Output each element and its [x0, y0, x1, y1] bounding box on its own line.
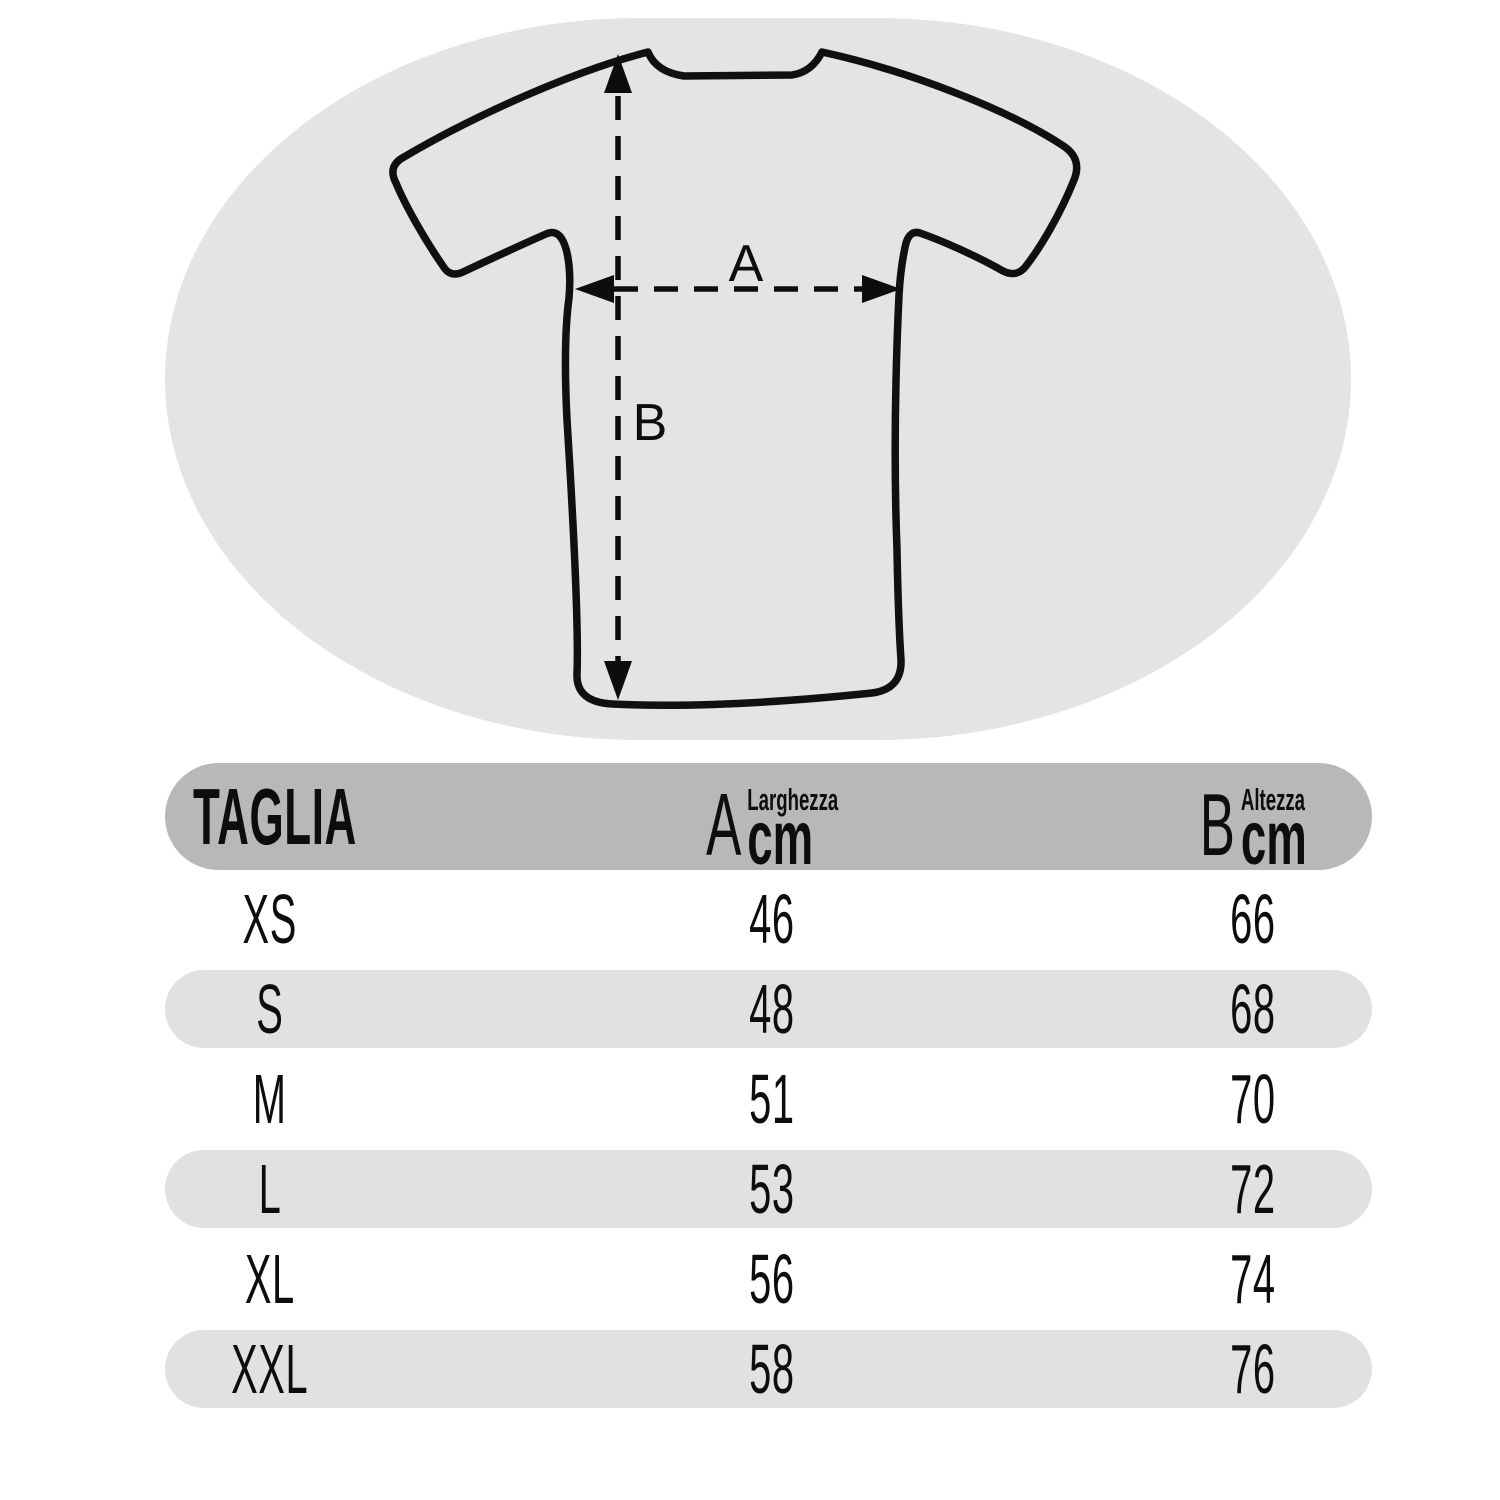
table-row: XL 56 74 — [165, 1240, 1372, 1318]
width-value: 48 — [749, 970, 795, 1048]
width-column-header: A Larghezza cm — [705, 774, 839, 881]
table-row: XXL 58 76 — [165, 1330, 1372, 1408]
width-value: 58 — [749, 1330, 795, 1408]
height-value: 70 — [1230, 1060, 1276, 1138]
size-value: M — [253, 1060, 287, 1138]
table-row: L 53 72 — [165, 1150, 1372, 1228]
width-column-unit: cm — [747, 795, 814, 881]
width-value: 51 — [749, 1060, 795, 1138]
size-value: L — [258, 1150, 282, 1228]
height-value: 72 — [1230, 1150, 1276, 1228]
height-value: 66 — [1230, 880, 1276, 958]
height-column-dimension: Altezza — [1240, 781, 1305, 817]
size-column-header-cell: TAGLIA — [193, 763, 491, 870]
size-value: XS — [242, 880, 298, 958]
height-value: 74 — [1230, 1240, 1276, 1318]
height-value: 68 — [1230, 970, 1276, 1048]
width-value: 46 — [749, 880, 795, 958]
size-value: XL — [245, 1240, 295, 1318]
height-column-header: B Altezza cm — [1199, 774, 1307, 881]
width-value: 56 — [749, 1240, 795, 1318]
height-column-header-cell: B Altezza cm — [1123, 763, 1383, 881]
height-value: 76 — [1230, 1330, 1276, 1408]
size-column-header: TAGLIA — [193, 772, 357, 861]
table-row: XS 46 66 — [165, 880, 1372, 958]
table-row: S 48 68 — [165, 970, 1372, 1048]
table-row: M 51 70 — [165, 1060, 1372, 1138]
width-column-header-cell: A Larghezza cm — [582, 763, 962, 881]
width-column-dimension: Larghezza — [747, 781, 839, 817]
size-value: XXL — [231, 1330, 309, 1408]
size-table-header: TAGLIA A Larghezza cm B Altezza cm — [165, 763, 1372, 881]
width-column-letter: A — [705, 775, 742, 875]
size-table: TAGLIA A Larghezza cm B Altezza cm — [165, 763, 1372, 1420]
size-value: S — [256, 970, 284, 1048]
shirt-diagram-panel — [165, 18, 1351, 740]
height-column-unit: cm — [1240, 795, 1307, 881]
width-value: 53 — [749, 1150, 795, 1228]
height-column-letter: B — [1199, 775, 1235, 875]
